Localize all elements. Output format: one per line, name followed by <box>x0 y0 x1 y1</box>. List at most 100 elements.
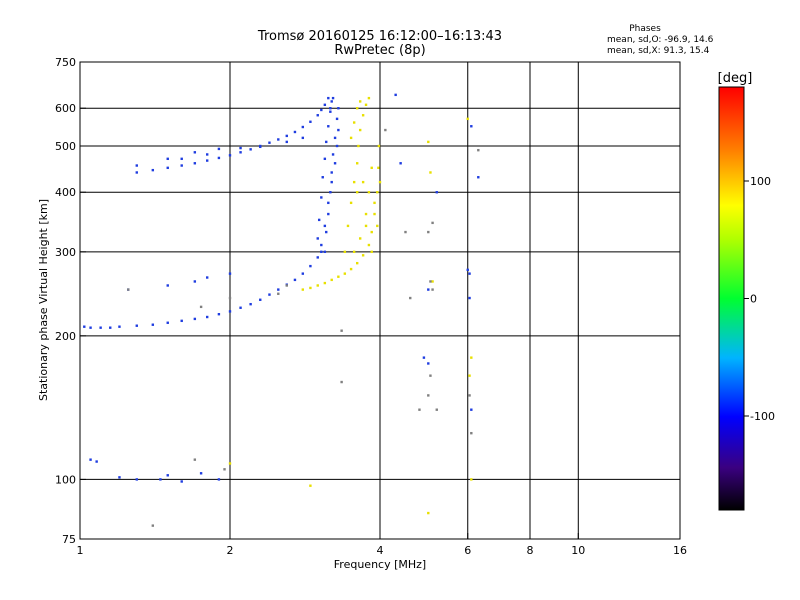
data-points <box>83 93 480 527</box>
data-point <box>355 261 359 265</box>
x-axis-label: Frequency [MHz] <box>334 558 426 571</box>
data-point <box>166 166 169 170</box>
data-point <box>249 302 252 306</box>
y-tick-label: 200 <box>55 330 76 343</box>
data-point <box>431 280 434 283</box>
data-point <box>349 136 353 140</box>
data-point <box>135 164 138 167</box>
data-point <box>228 272 232 275</box>
data-point <box>477 148 480 152</box>
data-point <box>316 284 319 287</box>
data-point <box>343 250 347 254</box>
colorbar-label: [deg] <box>718 71 753 86</box>
data-point <box>364 212 368 216</box>
y-tick-label: 500 <box>55 140 76 153</box>
data-point <box>361 114 365 117</box>
data-point <box>373 212 376 216</box>
data-point <box>330 278 333 282</box>
data-point <box>239 151 242 154</box>
data-point <box>404 230 407 234</box>
data-point <box>249 148 252 151</box>
data-point <box>325 140 328 144</box>
data-point <box>429 280 432 283</box>
data-point <box>285 134 288 138</box>
colorbar-tick-label: 0 <box>750 293 757 306</box>
data-point <box>335 117 339 121</box>
data-point <box>394 93 397 97</box>
data-point <box>301 125 305 129</box>
data-point <box>309 484 312 487</box>
data-point <box>223 468 226 471</box>
data-point <box>301 136 305 140</box>
data-point <box>166 284 169 287</box>
data-point <box>427 230 430 234</box>
data-point <box>323 250 327 254</box>
data-point <box>435 408 438 411</box>
data-point <box>327 201 330 205</box>
data-point <box>376 191 379 194</box>
data-point <box>331 153 335 156</box>
data-point <box>330 100 333 103</box>
data-point <box>470 431 473 435</box>
data-point <box>358 237 362 240</box>
data-point <box>180 319 183 323</box>
data-point <box>228 154 232 157</box>
data-point <box>301 272 305 275</box>
data-point <box>327 96 330 100</box>
data-point <box>320 108 323 112</box>
data-point <box>277 288 280 291</box>
data-point <box>327 212 330 216</box>
data-point <box>435 191 438 194</box>
data-point <box>355 162 359 165</box>
colorbar-tick-label: -100 <box>750 410 775 423</box>
y-tick-label: 750 <box>55 56 76 69</box>
data-point <box>377 166 380 170</box>
data-point <box>159 478 162 481</box>
data-point <box>301 288 305 291</box>
data-point <box>466 117 469 121</box>
data-point <box>239 146 242 150</box>
data-point <box>337 275 340 278</box>
data-point <box>89 458 92 461</box>
data-point <box>277 292 280 295</box>
data-point <box>193 162 197 165</box>
data-point <box>367 96 371 100</box>
data-point <box>285 140 288 144</box>
data-point <box>320 250 323 254</box>
x-tick-label: 1 <box>77 544 84 557</box>
data-point <box>357 144 360 148</box>
data-point <box>259 298 262 301</box>
data-point <box>217 478 221 481</box>
data-point <box>367 243 371 247</box>
chart-title: Tromsø 20160125 16:12:00–16:13:43 <box>257 29 502 44</box>
data-point <box>193 317 197 321</box>
data-point <box>316 256 319 259</box>
data-point <box>166 321 169 324</box>
y-axis-label: Stationary phase Virtual Height [km] <box>37 199 50 401</box>
data-point <box>340 380 343 384</box>
data-point <box>268 141 271 144</box>
data-point <box>205 153 209 156</box>
data-point <box>89 326 92 329</box>
data-point <box>331 96 335 100</box>
x-tick-label: 4 <box>377 544 384 557</box>
data-point <box>355 107 359 110</box>
data-point <box>293 278 297 282</box>
data-point <box>277 138 280 141</box>
data-point <box>205 276 209 279</box>
y-tick-label: 100 <box>55 473 76 486</box>
data-point <box>228 310 232 313</box>
data-point <box>199 305 203 309</box>
data-point <box>427 362 430 365</box>
data-point <box>355 191 359 194</box>
data-point <box>193 151 197 154</box>
data-point <box>320 243 323 247</box>
x-tick-label: 16 <box>673 544 687 557</box>
data-point <box>468 374 471 377</box>
data-point <box>205 315 209 319</box>
data-point <box>329 110 332 113</box>
data-point <box>427 394 430 397</box>
data-point <box>370 230 373 234</box>
data-point <box>293 130 297 134</box>
data-point <box>333 162 337 165</box>
